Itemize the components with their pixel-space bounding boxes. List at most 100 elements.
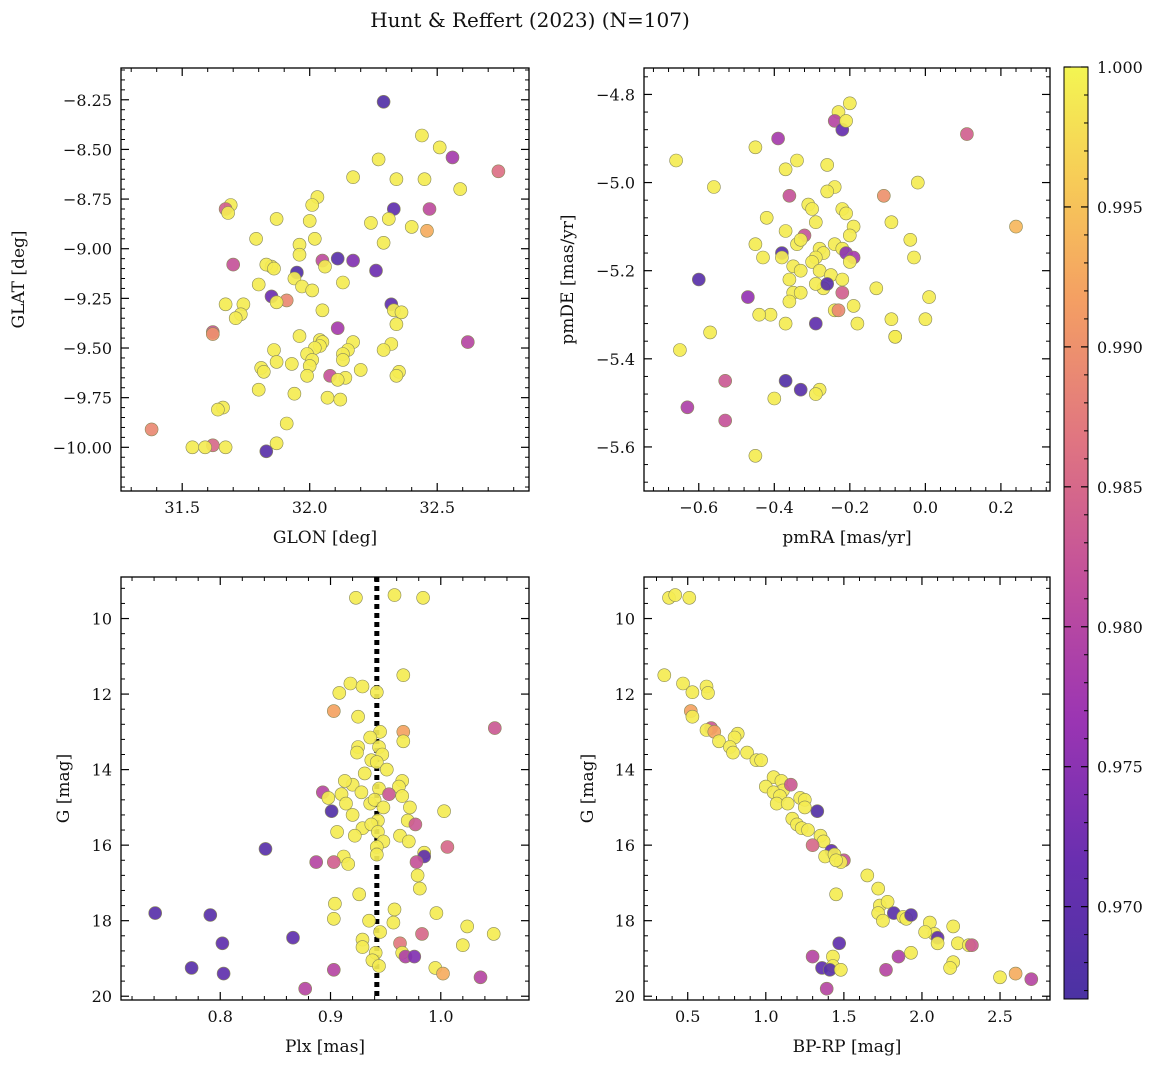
data-point — [206, 327, 220, 341]
data-point — [251, 382, 266, 397]
x-tick-label: 0.5 — [675, 1007, 700, 1026]
data-point — [805, 255, 819, 269]
data-point — [372, 959, 386, 973]
y-tick-label: 20 — [615, 987, 635, 1006]
data-point — [829, 853, 843, 868]
data-point — [876, 189, 891, 203]
data-point — [376, 800, 391, 815]
data-point — [269, 295, 284, 310]
data-point — [367, 792, 382, 807]
data-point — [455, 938, 470, 953]
data-point — [279, 416, 294, 431]
y-tick-label: −9.00 — [63, 240, 112, 259]
y-tick-label: 12 — [615, 685, 635, 704]
data-point — [904, 908, 918, 922]
data-point — [903, 233, 918, 247]
x-tick-label: 2.0 — [909, 1007, 934, 1026]
data-point — [842, 96, 857, 111]
data-point — [487, 721, 502, 735]
y-tick-label: 10 — [92, 610, 112, 629]
figure-title: Hunt & Reffert (2023) (N=107) — [370, 8, 690, 32]
data-point — [382, 787, 396, 802]
data-point — [960, 127, 974, 141]
data-point — [1024, 972, 1039, 987]
data-point — [417, 172, 432, 186]
y-tick-label: 16 — [615, 836, 635, 855]
data-point — [269, 355, 284, 369]
y-tick-label: 14 — [615, 761, 635, 780]
y-tick-label: −5.4 — [596, 350, 635, 369]
data-point — [808, 277, 823, 291]
data-point — [330, 251, 345, 266]
data-point — [269, 436, 284, 451]
data-point — [833, 962, 848, 977]
data-point — [904, 945, 918, 960]
data-point — [144, 422, 159, 437]
data-point — [943, 961, 957, 975]
data-point — [748, 140, 763, 155]
y-tick-label: −5.0 — [596, 174, 635, 193]
data-point — [218, 440, 233, 455]
data-point — [216, 966, 231, 981]
data-point — [793, 285, 808, 300]
data-point — [805, 202, 819, 216]
data-point — [922, 290, 936, 304]
data-point — [718, 373, 733, 388]
data-points — [148, 588, 502, 996]
data-point — [409, 855, 424, 869]
data-point — [778, 373, 793, 388]
data-point — [346, 253, 360, 268]
y-tick-label: −5.6 — [596, 438, 635, 457]
data-point — [292, 329, 307, 343]
data-point — [453, 182, 468, 196]
data-point — [782, 189, 797, 203]
data-point — [364, 216, 378, 230]
data-point — [221, 206, 235, 220]
data-point — [748, 448, 763, 463]
data-point — [432, 140, 447, 155]
data-point — [759, 211, 774, 225]
x-tick-label: 32.5 — [419, 498, 455, 517]
data-point — [808, 387, 823, 401]
y-tick-label: −8.75 — [63, 190, 112, 209]
data-point — [349, 590, 363, 605]
x-tick-label: 0.2 — [988, 498, 1013, 517]
data-point — [184, 961, 199, 975]
data-point — [259, 444, 274, 459]
data-point — [369, 847, 384, 862]
x-axis-label: Plx [mas] — [285, 1037, 365, 1057]
data-point — [373, 925, 387, 939]
data-point — [318, 259, 332, 274]
data-points — [669, 96, 1023, 463]
data-point — [793, 233, 808, 247]
x-tick-label: 0.9 — [318, 1007, 343, 1026]
axes-frame — [643, 576, 1051, 1001]
data-point — [701, 686, 715, 700]
data-point — [771, 131, 785, 146]
data-point — [748, 237, 763, 251]
data-point — [782, 294, 797, 309]
y-axis-label: GLAT [deg] — [9, 230, 29, 328]
data-point — [839, 114, 853, 128]
data-point — [330, 321, 345, 336]
data-point — [363, 730, 378, 745]
data-point — [381, 212, 396, 226]
data-point — [805, 949, 820, 964]
data-point — [298, 981, 313, 996]
data-point — [718, 413, 733, 428]
data-point — [685, 709, 700, 724]
data-point — [682, 590, 697, 605]
y-tick-label: −5.2 — [596, 262, 635, 281]
data-point — [302, 214, 317, 228]
data-point — [820, 158, 835, 172]
data-point — [820, 277, 835, 291]
data-point — [389, 172, 404, 186]
data-point — [676, 676, 690, 691]
data-point — [376, 343, 391, 357]
data-point — [707, 180, 721, 194]
data-point — [846, 299, 861, 313]
data-point — [767, 391, 782, 406]
y-tick-label: 12 — [92, 685, 112, 704]
data-point — [835, 285, 850, 300]
